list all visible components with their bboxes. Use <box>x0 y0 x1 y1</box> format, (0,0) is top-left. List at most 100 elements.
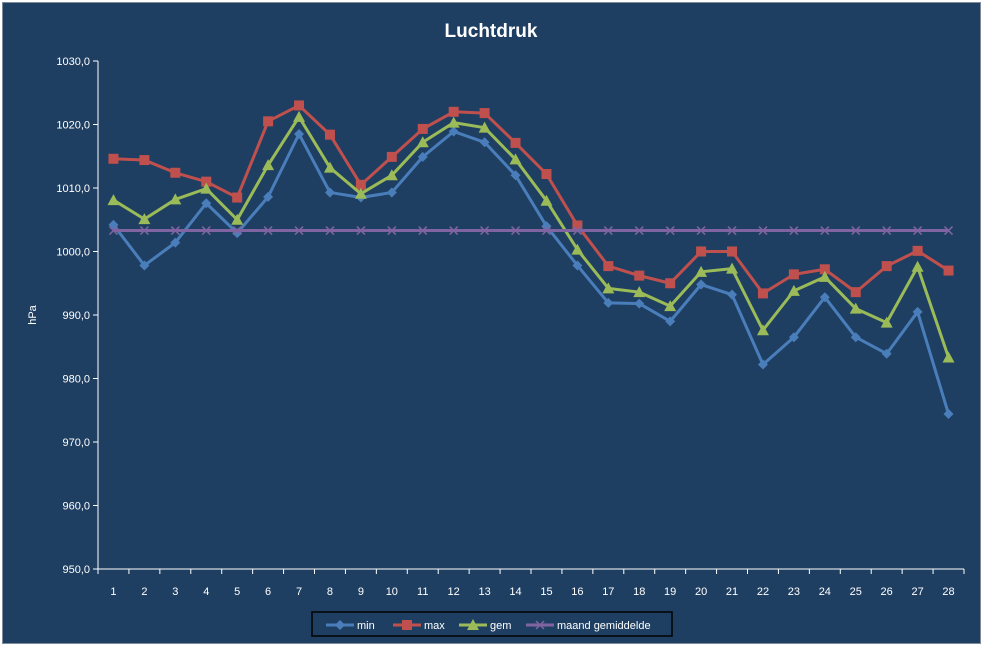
axes: 950,0960,0970,0980,0990,01000,01010,0102… <box>56 56 965 598</box>
y-tick-label: 950,0 <box>62 564 90 576</box>
data-point <box>263 191 274 202</box>
data-point <box>263 226 273 236</box>
marker-stroke <box>418 226 428 236</box>
data-point <box>139 260 150 271</box>
x-tick-label: 15 <box>540 586 552 598</box>
data-point <box>727 289 738 300</box>
data-point <box>479 137 490 148</box>
marker-stroke <box>449 226 459 236</box>
legend-marker <box>402 620 412 630</box>
marker-stroke <box>356 226 366 236</box>
data-point <box>294 100 305 111</box>
data-point <box>913 226 923 236</box>
x-tick-label: 4 <box>203 586 209 598</box>
data-point <box>355 179 366 190</box>
marker-stroke <box>665 226 675 236</box>
data-point <box>757 288 768 299</box>
data-point <box>912 245 923 256</box>
data-point <box>819 264 830 275</box>
y-tick-label: 970,0 <box>62 437 90 449</box>
data-point <box>696 279 707 290</box>
data-point <box>664 300 677 312</box>
data-point <box>696 246 707 257</box>
data-point <box>912 306 923 317</box>
data-point <box>324 187 335 198</box>
marker-stroke <box>820 226 830 236</box>
data-point <box>849 302 862 314</box>
data-point <box>944 226 954 236</box>
data-point <box>201 176 212 187</box>
series-line <box>112 129 950 415</box>
marker-stroke <box>535 620 545 630</box>
data-point <box>850 332 861 343</box>
x-tick-label: 26 <box>881 586 893 598</box>
marker-stroke <box>634 226 644 236</box>
data-point <box>478 121 491 133</box>
marker-stroke <box>696 226 706 236</box>
data-point <box>540 194 553 206</box>
data-point <box>603 297 614 308</box>
x-tick-label: 25 <box>850 586 862 598</box>
legend-item: gem <box>459 619 511 632</box>
data-point <box>787 284 800 296</box>
data-point <box>139 226 149 236</box>
data-point <box>788 269 799 280</box>
data-point <box>510 170 521 181</box>
series-min <box>108 126 954 420</box>
y-tick-label: 960,0 <box>62 501 90 513</box>
data-point <box>727 246 738 257</box>
data-point <box>354 187 367 199</box>
data-point <box>819 292 830 303</box>
data-point <box>324 129 335 140</box>
x-tick-label: 2 <box>141 586 147 598</box>
data-point <box>480 226 490 236</box>
data-point <box>139 155 150 166</box>
data-point <box>418 226 428 236</box>
data-point <box>479 108 490 119</box>
data-point <box>138 213 151 225</box>
data-point <box>665 278 676 289</box>
legend-item: maand gemiddelde <box>526 620 651 632</box>
data-point <box>293 110 306 122</box>
series-line <box>112 115 950 359</box>
data-point <box>571 243 584 255</box>
data-point <box>881 348 892 359</box>
x-tick-label: 10 <box>386 586 398 598</box>
marker-stroke <box>325 226 335 236</box>
marker-stroke <box>139 226 149 236</box>
marker-stroke <box>758 226 768 236</box>
data-point <box>602 282 615 294</box>
series-line <box>113 103 950 295</box>
data-point <box>789 226 799 236</box>
data-point <box>818 270 831 282</box>
x-tick-label: 20 <box>695 586 707 598</box>
data-point <box>232 192 243 203</box>
y-tick-label: 1000,0 <box>56 247 90 259</box>
x-tick-label: 1 <box>110 586 116 598</box>
x-tick-label: 18 <box>633 586 645 598</box>
y-tick-label: 980,0 <box>62 374 90 386</box>
legend: min max gem maand gemiddelde <box>311 611 673 637</box>
x-tick-label: 8 <box>327 586 333 598</box>
data-point <box>294 129 305 140</box>
data-point <box>726 262 739 274</box>
x-tick-label: 24 <box>819 586 831 598</box>
x-tick-label: 27 <box>911 586 923 598</box>
data-point <box>385 169 398 181</box>
x-tick-label: 13 <box>478 586 490 598</box>
data-point <box>449 226 459 236</box>
data-point <box>634 270 645 281</box>
chart-title: Luchtdruk <box>445 21 538 42</box>
y-tick-label: 990,0 <box>62 310 90 322</box>
data-point <box>416 136 429 148</box>
x-tick-label: 23 <box>788 586 800 598</box>
data-point <box>665 316 676 327</box>
series-layer <box>107 100 955 420</box>
marker-stroke <box>727 226 737 236</box>
marker-stroke <box>263 226 273 236</box>
data-point <box>665 226 675 236</box>
data-point <box>107 194 120 206</box>
marker-stroke <box>572 226 582 236</box>
x-tick-label: 19 <box>664 586 676 598</box>
data-point <box>200 182 213 194</box>
